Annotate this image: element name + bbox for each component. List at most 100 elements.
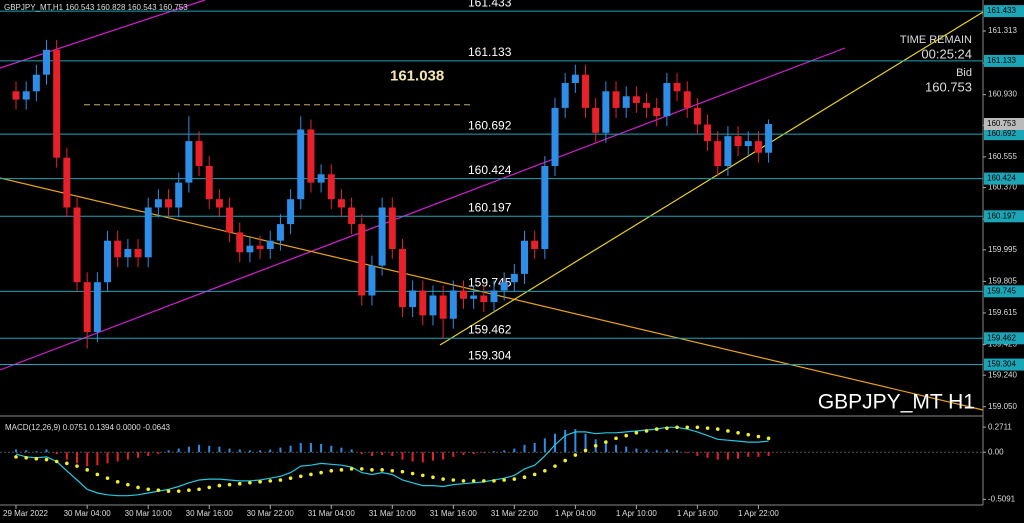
macd-bar — [299, 442, 302, 453]
macd-bar — [381, 452, 384, 456]
macd-bar — [482, 452, 485, 454]
level-tag-label: 159.745 — [987, 286, 1016, 295]
signal-dot — [115, 480, 120, 484]
macd-bar — [187, 446, 190, 453]
candle-body — [32, 74, 40, 92]
macd-bar — [96, 452, 99, 466]
macd-bar — [340, 447, 343, 453]
macd-bar — [65, 452, 68, 460]
candle-body — [348, 207, 356, 225]
candle-body — [215, 199, 223, 208]
candle-body — [734, 136, 742, 147]
signal-dot — [451, 478, 456, 482]
candle-body — [612, 91, 620, 108]
y-tick-label: 159.240 — [988, 370, 1017, 379]
level-tag-label: 159.462 — [987, 333, 1016, 342]
signal-dot — [492, 479, 496, 483]
macd-bar — [706, 452, 709, 458]
level-label: 161.133 — [468, 45, 512, 59]
candle-body — [673, 83, 681, 92]
macd-bar — [401, 452, 404, 460]
candle-body — [327, 174, 335, 200]
signal-dot — [217, 483, 222, 488]
signal-dot — [522, 475, 527, 480]
x-tick-label: 31 Mar 16:00 — [430, 509, 478, 518]
signal-dot — [95, 472, 100, 477]
candles — [12, 39, 773, 349]
macd-bar — [737, 452, 740, 459]
macd-bar — [584, 433, 587, 453]
signal-dot — [329, 468, 334, 473]
signal-dot — [166, 489, 171, 493]
y-tick-label: 0.00 — [988, 447, 1004, 456]
candle-body — [551, 107, 559, 166]
signal-dot — [136, 485, 140, 490]
signal-dot — [278, 478, 283, 482]
macd-bar — [615, 444, 618, 453]
signal-dot — [227, 482, 232, 487]
candle-body — [429, 295, 437, 316]
macd-bar — [126, 452, 129, 460]
macd-bar — [686, 452, 689, 454]
level-tag — [984, 5, 1024, 18]
candle-body — [83, 282, 91, 332]
macd-bar — [462, 452, 465, 456]
x-tick-label: 31 Mar 22:00 — [491, 509, 539, 518]
candle-body — [12, 91, 20, 100]
candle-body — [439, 295, 447, 319]
macd-bar — [523, 444, 526, 453]
x-tick-label: 30 Mar 16:00 — [186, 509, 234, 518]
x-tick-label: 30 Mar 04:00 — [64, 509, 112, 518]
macd-bar — [228, 448, 231, 453]
candle-body — [521, 240, 528, 274]
macd-bar — [442, 452, 445, 460]
bid-label: Bid — [956, 67, 972, 79]
signal-dot — [553, 464, 557, 468]
macd-bar — [137, 452, 140, 458]
macd-bar — [106, 452, 109, 464]
signal-dot — [715, 427, 720, 431]
signal-dot — [461, 479, 466, 483]
macd-bar — [248, 450, 251, 453]
x-tick-label: 1 Apr 10:00 — [616, 509, 657, 518]
signal-dot — [349, 467, 354, 471]
macd-bar — [472, 452, 475, 455]
candle-body — [124, 249, 132, 258]
macd-bar — [411, 452, 414, 462]
macd-bar — [503, 450, 506, 453]
candle-body — [246, 245, 254, 253]
macd-bar — [279, 447, 282, 453]
y-tick-label: 160.555 — [988, 152, 1017, 161]
macd-bar — [391, 452, 394, 456]
x-tick-label: 1 Apr 16:00 — [677, 509, 718, 518]
candle-body — [470, 295, 478, 299]
signal-dot — [634, 431, 639, 435]
macd-line — [15, 426, 769, 497]
level-tag-label: 161.133 — [987, 56, 1016, 65]
candle-body — [653, 107, 661, 117]
bid-value: 160.753 — [925, 79, 972, 94]
candle-body — [256, 245, 264, 249]
signal-dot — [309, 472, 313, 477]
signal-dot — [288, 476, 293, 480]
macd-bar — [452, 452, 455, 457]
signal-dot — [65, 461, 69, 466]
candle-body — [622, 96, 630, 108]
signal-dot — [187, 488, 191, 492]
macd-bar — [289, 445, 292, 453]
candle-body — [388, 207, 396, 249]
candle-body — [63, 157, 71, 208]
macd-bar — [45, 449, 48, 453]
candle-body — [165, 199, 173, 208]
macd-bar — [726, 452, 729, 460]
level-tag — [984, 128, 1024, 141]
candle-body — [531, 240, 539, 249]
level-tag-label: 160.197 — [987, 211, 1016, 220]
level-label: 160.197 — [468, 200, 512, 214]
bid-tag-label: 160.753 — [987, 119, 1016, 128]
y-tick-label: 160.930 — [988, 90, 1017, 99]
signal-dot — [410, 471, 415, 476]
highlight-label: 161.038 — [390, 68, 444, 85]
candle-body — [378, 207, 386, 266]
